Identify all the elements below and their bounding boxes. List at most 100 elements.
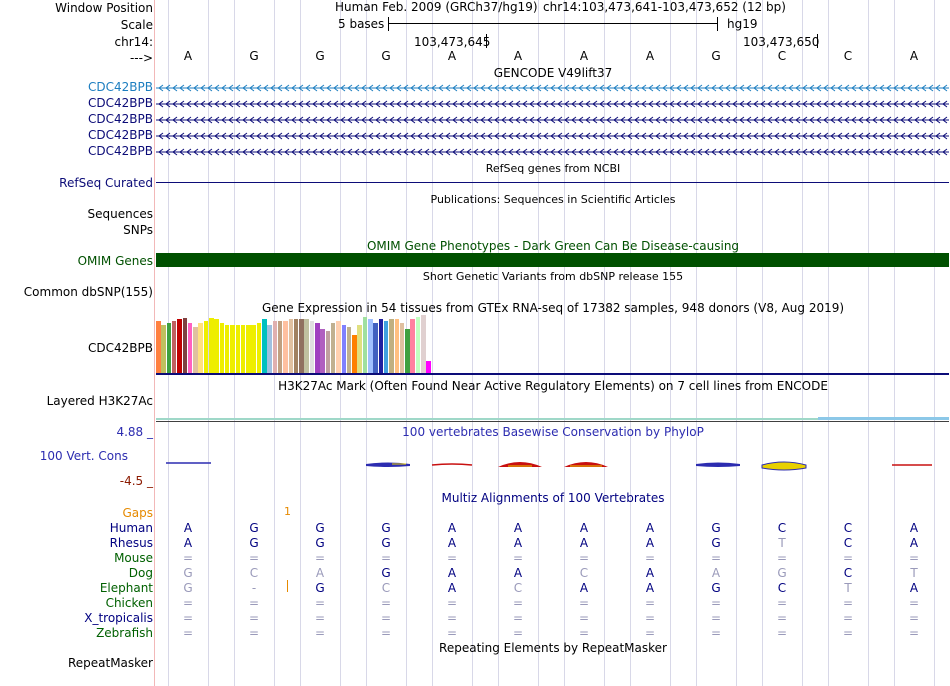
gencode-gene-label[interactable]: CDC42BPB — [88, 128, 153, 142]
gtex-track-label[interactable]: CDC42BPB — [88, 341, 153, 355]
species-label[interactable]: Zebrafish — [96, 626, 153, 640]
gencode-gene-label[interactable]: CDC42BPB — [88, 96, 153, 110]
dbsnp-track-label[interactable]: Common dbSNP(155) — [23, 285, 153, 299]
gtex-tissue-bar[interactable] — [304, 319, 309, 373]
gtex-tissue-bar[interactable] — [161, 325, 166, 373]
gtex-tissue-bar[interactable] — [262, 319, 267, 373]
gtex-tissue-bar[interactable] — [383, 321, 389, 373]
gtex-tissue-bar[interactable] — [421, 315, 426, 373]
phylop-track-label[interactable]: 100 Vert. Cons — [39, 449, 128, 463]
gtex-tissue-bar[interactable] — [325, 331, 331, 373]
refseq-gene-line[interactable] — [156, 182, 949, 183]
gtex-tissue-bar[interactable] — [309, 321, 315, 373]
gencode-gene-label[interactable]: CDC42BPB — [88, 80, 153, 94]
gtex-tissue-bar[interactable] — [277, 321, 283, 373]
phylop-track-title[interactable]: 100 vertebrates Basewise Conservation by… — [402, 425, 704, 439]
gtex-tissue-bar[interactable] — [230, 325, 235, 373]
h3k27ac-signal-peak[interactable] — [818, 417, 949, 420]
gtex-tissue-bar[interactable] — [283, 321, 288, 373]
gtex-tissue-bar[interactable] — [187, 323, 193, 373]
gtex-tissue-bar[interactable] — [415, 317, 421, 373]
gtex-tissue-bar[interactable] — [235, 325, 240, 373]
species-label[interactable]: Elephant — [99, 581, 153, 595]
gtex-tissue-bar[interactable] — [272, 321, 278, 373]
h3k27ac-signal[interactable] — [156, 418, 949, 420]
gtex-tissue-bar[interactable] — [320, 329, 325, 373]
gtex-tissue-bar[interactable] — [203, 321, 209, 373]
gencode-transcript-line[interactable] — [156, 148, 949, 156]
gtex-tissue-bar[interactable] — [362, 317, 368, 373]
gtex-tissue-bar[interactable] — [209, 318, 214, 373]
gtex-tissue-bar[interactable] — [193, 327, 198, 373]
position-text[interactable]: chr14:103,473,641-103,473,652 (12 bp) — [543, 0, 786, 14]
gtex-tissue-bar[interactable] — [378, 319, 384, 373]
h3k27ac-track-title[interactable]: H3K27Ac Mark (Often Found Near Active Re… — [278, 379, 828, 393]
gtex-tissue-bar[interactable] — [341, 325, 346, 373]
gtex-tissue-bar[interactable] — [389, 319, 394, 373]
omim-track-title[interactable]: OMIM Gene Phenotypes - Dark Green Can Be… — [366, 239, 740, 253]
gap-insertion-mark[interactable] — [287, 580, 288, 592]
gap-count-mark[interactable]: 1 — [284, 505, 291, 518]
gtex-tissue-bar[interactable] — [346, 327, 352, 373]
species-label[interactable]: Chicken — [105, 596, 153, 610]
gtex-tissue-bar[interactable] — [299, 319, 304, 373]
refseq-track-title[interactable]: RefSeq genes from NCBI — [485, 162, 621, 175]
gtex-tissue-bar[interactable] — [198, 323, 203, 373]
species-label[interactable]: Rhesus — [109, 536, 153, 550]
gtex-tissue-bar[interactable] — [410, 319, 415, 373]
gtex-tissue-bar[interactable] — [182, 318, 187, 373]
gencode-transcript-line[interactable] — [156, 100, 949, 108]
gtex-tissue-bar[interactable] — [373, 323, 378, 373]
species-label[interactable]: Human — [109, 521, 153, 535]
gtex-tissue-bar[interactable] — [405, 329, 410, 373]
multiz-track-title[interactable]: Multiz Alignments of 100 Vertebrates — [441, 491, 665, 505]
gencode-gene-label[interactable]: CDC42BPB — [88, 112, 153, 126]
gtex-tissue-bar[interactable] — [171, 321, 177, 373]
h3k27ac-track-label[interactable]: Layered H3K27Ac — [46, 394, 153, 408]
gtex-tissue-bar[interactable] — [426, 361, 431, 373]
species-label[interactable]: Mouse — [114, 551, 153, 565]
gtex-tissue-bar[interactable] — [214, 319, 219, 373]
snps-track-label[interactable]: SNPs — [123, 223, 153, 237]
gtex-tissue-bar[interactable] — [156, 321, 161, 373]
gtex-tissue-bar[interactable] — [246, 325, 251, 373]
repeatmasker-track-title[interactable]: Repeating Elements by RepeatMasker — [439, 641, 667, 655]
gtex-tissue-bar[interactable] — [352, 335, 357, 373]
gtex-tissue-bar[interactable] — [166, 323, 172, 373]
gencode-transcript-line[interactable] — [156, 132, 949, 140]
gtex-tissue-bar[interactable] — [224, 325, 230, 373]
gtex-tissue-bar[interactable] — [219, 323, 225, 373]
repeatmasker-track-label[interactable]: RepeatMasker — [67, 656, 153, 670]
gtex-tissue-bar[interactable] — [177, 319, 182, 373]
alignment-base: A — [909, 581, 919, 595]
refseq-track-label[interactable]: RefSeq Curated — [59, 176, 153, 190]
dbsnp-track-title[interactable]: Short Genetic Variants from dbSNP releas… — [422, 270, 684, 283]
gtex-tissue-bar[interactable] — [256, 323, 262, 373]
gtex-tissue-bar[interactable] — [357, 325, 362, 373]
gtex-tissue-bar[interactable] — [240, 325, 246, 373]
gtex-tissue-bar[interactable] — [251, 325, 256, 373]
species-label[interactable]: X_tropicalis — [84, 611, 153, 625]
gtex-tissue-bar[interactable] — [288, 319, 293, 373]
gencode-track-title[interactable]: GENCODE V49lift37 — [493, 66, 613, 80]
gtex-track-title[interactable]: Gene Expression in 54 tissues from GTEx … — [261, 301, 845, 315]
gtex-tissue-bar[interactable] — [267, 325, 272, 373]
gencode-transcript-line[interactable] — [156, 116, 949, 124]
gencode-transcript-line[interactable] — [156, 84, 949, 92]
gtex-tissue-bar[interactable] — [336, 321, 341, 373]
scale-db: hg19 — [727, 17, 758, 31]
omim-track-label[interactable]: OMIM Genes — [77, 254, 153, 268]
gtex-tissue-bar[interactable] — [315, 323, 320, 373]
phylop-signal[interactable] — [156, 455, 950, 475]
gtex-tissue-bar[interactable] — [394, 319, 399, 373]
gtex-tissue-bar[interactable] — [330, 323, 336, 373]
gtex-tissue-bar[interactable] — [293, 319, 299, 373]
omim-gene-bar[interactable] — [156, 253, 949, 267]
alignment-base: = — [248, 596, 260, 610]
gtex-tissue-bar[interactable] — [399, 323, 405, 373]
publications-track-title[interactable]: Publications: Sequences in Scientific Ar… — [430, 193, 676, 206]
gencode-gene-label[interactable]: CDC42BPB — [88, 144, 153, 158]
gtex-tissue-bar[interactable] — [368, 319, 373, 373]
sequences-track-label[interactable]: Sequences — [87, 207, 153, 221]
species-label[interactable]: Dog — [128, 566, 153, 580]
